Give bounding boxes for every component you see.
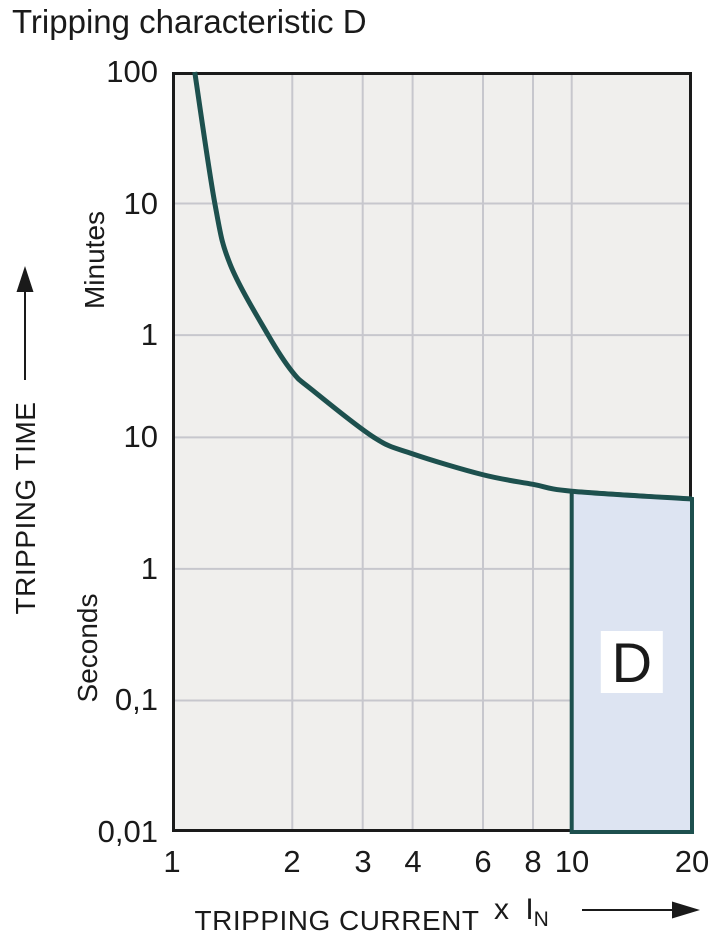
region-label-box [600, 631, 663, 693]
x-tick-label: 1 [163, 844, 181, 879]
x-tick-label: 4 [404, 844, 422, 879]
chart-title: Tripping characteristic D [12, 3, 367, 40]
y-tick-label-minutes: 10 [123, 186, 158, 221]
x-tick-label: 3 [354, 844, 372, 879]
y-tick-label-seconds: 1 [140, 551, 158, 586]
tripping-curve [192, 71, 693, 502]
x-tick-label: 20 [674, 844, 710, 879]
y-unit-seconds-label: Seconds [72, 593, 103, 703]
y-axis-name: TRIPPING TIME [10, 401, 41, 615]
y-tick-label-seconds: 10 [123, 419, 158, 454]
plot-border [172, 72, 692, 832]
x-axis-unit-text: x I [494, 893, 534, 926]
x-axis-name: TRIPPING CURRENT [194, 905, 480, 936]
y-tick-label-minutes: 100 [106, 54, 158, 89]
y-unit-minutes-label: Minutes [79, 210, 110, 310]
y-tick-label-seconds: 0,01 [97, 814, 158, 849]
region-label: D [612, 631, 652, 694]
x-tick-label: 6 [474, 844, 492, 879]
y-axis-arrow-icon [16, 266, 34, 380]
x-axis-arrow-icon [582, 901, 700, 919]
x-axis-unit-subscript: N [533, 908, 549, 931]
y-tick-label-minutes: 1 [140, 317, 158, 352]
x-axis-unit: x IN [494, 893, 549, 932]
y-tick-label-seconds: 0,1 [114, 682, 158, 717]
plot-area: D [172, 71, 694, 834]
x-tick-label: 2 [283, 844, 301, 879]
x-tick-label: 8 [524, 844, 542, 879]
x-tick-label: 10 [554, 844, 590, 879]
